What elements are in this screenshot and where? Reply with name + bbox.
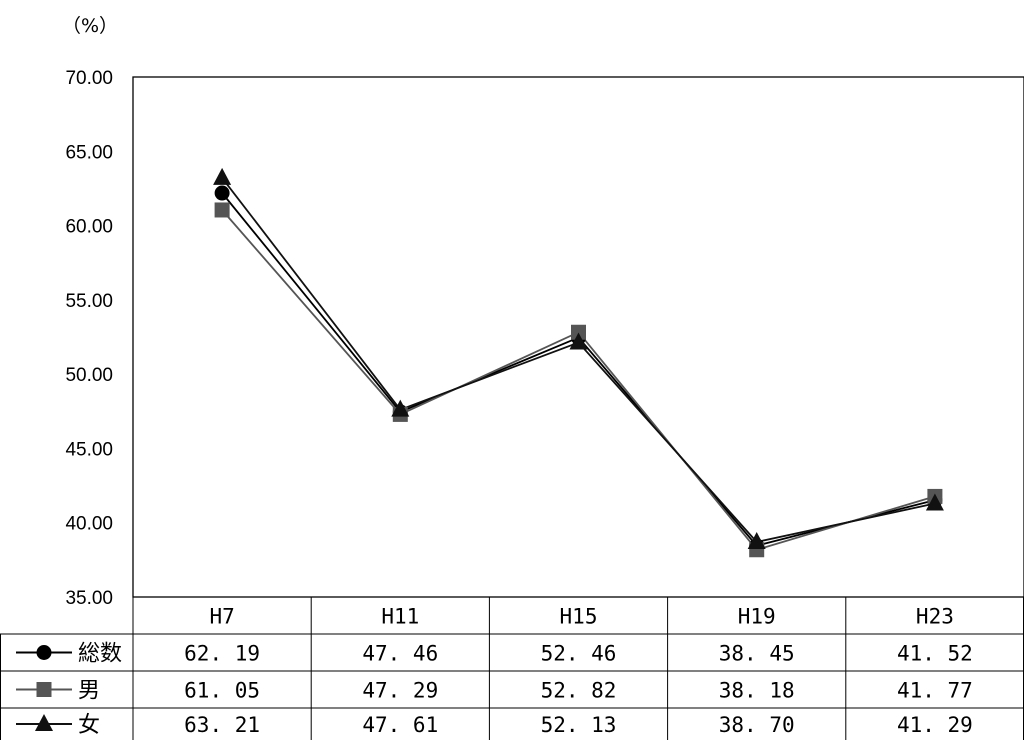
legend-key-2: 女 [16,713,100,738]
table-cell-value: 41. 29 [897,713,973,737]
table-cell-value: 47. 61 [362,713,438,737]
legend-label: 男 [78,679,100,704]
table-cell-value: 52. 13 [541,713,617,737]
table-cell-value: 38. 70 [719,713,795,737]
y-unit-label: （%） [62,15,118,37]
y-tick-label: 45.00 [65,439,113,460]
x-category-label: H23 [916,605,954,629]
data-point-triangle [747,532,766,550]
legend-label: 総数 [78,642,122,667]
legend-label: 女 [78,713,100,738]
series-line-2 [221,177,936,543]
table-cell-value: 52. 82 [541,679,617,703]
table-cell-value: 38. 18 [719,679,795,703]
legend-marker-triangle [35,714,53,731]
legend-marker-circle [36,645,52,660]
y-tick-label: 35.00 [65,588,113,609]
data-point-square [571,324,586,340]
table-cell-value: 47. 46 [362,642,438,666]
series-markers [213,167,944,558]
table-cell-value: 47. 29 [362,679,438,703]
data-point-triangle [391,399,410,417]
data-point-triangle [213,167,232,185]
data-point-triangle [925,493,944,511]
data-point-triangle [569,332,588,350]
y-tick-label: 65.00 [65,142,113,163]
series-line-1 [221,209,936,551]
y-tick-label: 70.00 [65,68,113,89]
y-tick-label: 50.00 [65,365,113,386]
x-category-label: H7 [209,605,234,629]
table-cell-value: 41. 77 [897,679,973,703]
table-cell-value: 63. 21 [184,713,260,737]
series-line-0 [221,192,936,547]
x-category-label: H19 [738,605,776,629]
data-point-circle [214,185,230,201]
table-cell-value: 52. 46 [541,642,617,666]
table-cell-value: 41. 52 [897,642,973,666]
data-table: H7 H11 H15 H19 H23 総数 62. 19 47. 46 52. 46 38. 45… [0,596,1024,740]
x-category-label: H11 [381,605,419,629]
legend-marker-square [36,682,52,697]
y-tick-label: 55.00 [65,291,113,312]
table-cell-value: 62. 19 [184,642,260,666]
legend-key-1: 男 [16,679,100,704]
x-category-label: H15 [560,605,598,629]
y-axis: 35.00 40.00 45.00 50.00 55.00 60.00 65.00 70.00 [65,68,113,609]
table-cell-value: 38. 45 [719,642,795,666]
table-cell-value: 61. 05 [184,679,260,703]
y-tick-label: 60.00 [65,217,113,238]
series-lines [221,177,936,551]
legend-key-0: 総数 [16,642,122,667]
y-tick-label: 40.00 [65,514,113,535]
data-point-square [214,202,230,218]
